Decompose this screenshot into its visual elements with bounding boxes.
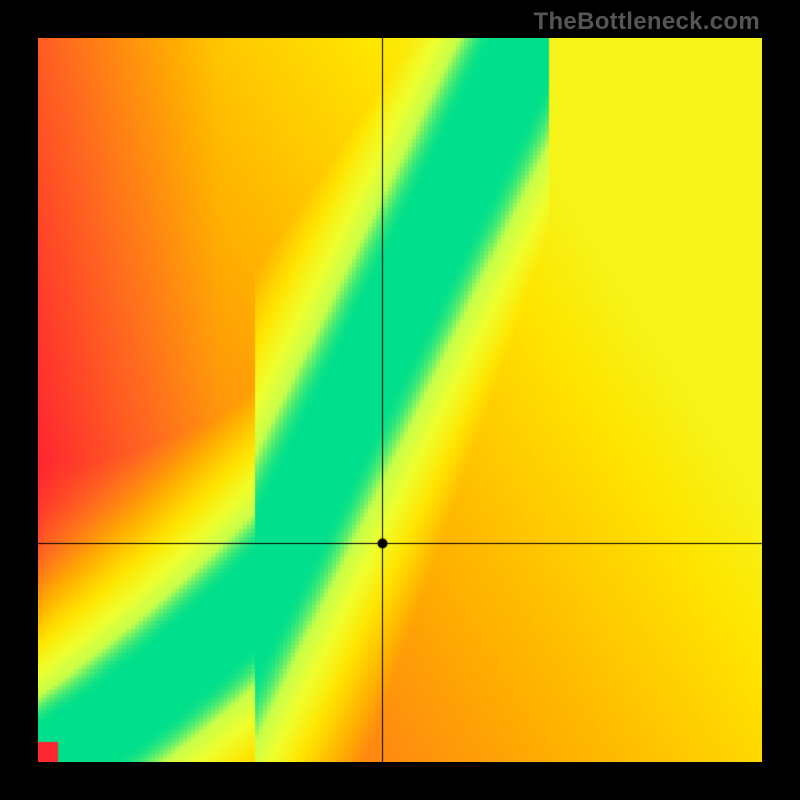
watermark-text: TheBottleneck.com	[534, 8, 760, 36]
bottleneck-heatmap	[38, 38, 762, 762]
